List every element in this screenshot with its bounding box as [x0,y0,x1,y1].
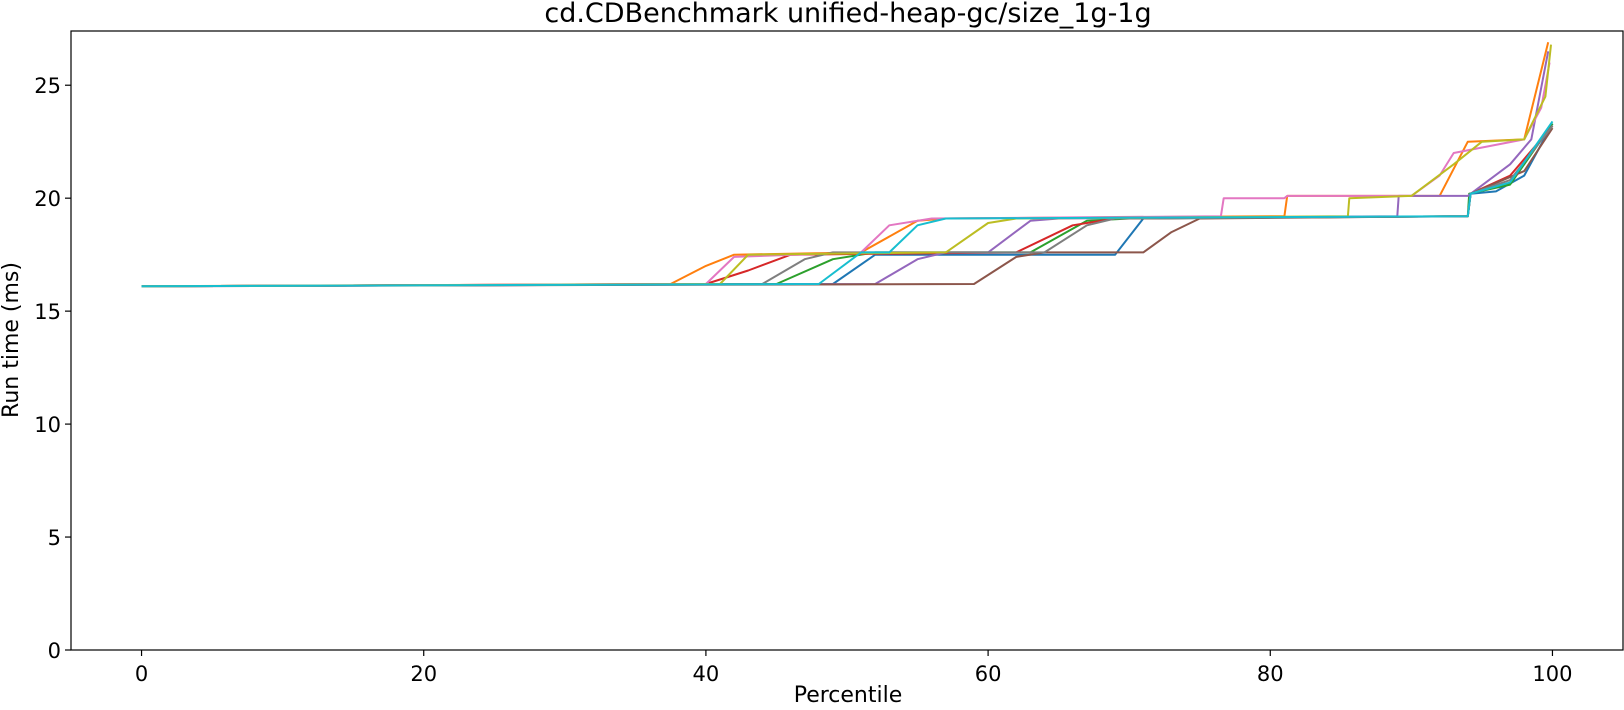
y-tick-label: 0 [48,639,61,663]
y-tick-label: 5 [48,526,61,550]
y-axis-label: Run time (ms) [0,262,24,418]
x-axis-label: Percentile [794,683,903,708]
x-tick-label: 20 [410,662,437,686]
series-line-5 [141,51,1550,288]
series-line-2 [141,42,1550,288]
x-tick-label: 40 [693,662,720,686]
x-tick-label: 80 [1257,662,1284,686]
y-axis-ticks: 0 5 10 15 20 25 [34,74,71,663]
x-tick-label: 100 [1532,662,1572,686]
y-tick-label: 15 [34,300,61,324]
series-line-9 [141,44,1552,288]
series-line-6 [141,127,1554,288]
y-tick-label: 10 [34,413,61,437]
y-tick-label: 20 [34,187,61,211]
x-tick-label: 0 [135,662,148,686]
x-tick-label: 60 [975,662,1002,686]
x-axis-ticks: 0 20 40 60 80 100 [135,650,1573,686]
y-tick-label: 25 [34,74,61,98]
chart-title: cd.CDBenchmark unified-heap-gc/size_1g-1… [544,0,1151,29]
series-line-10 [141,120,1554,288]
series-layer [141,42,1554,288]
plot-frame [70,30,1624,651]
